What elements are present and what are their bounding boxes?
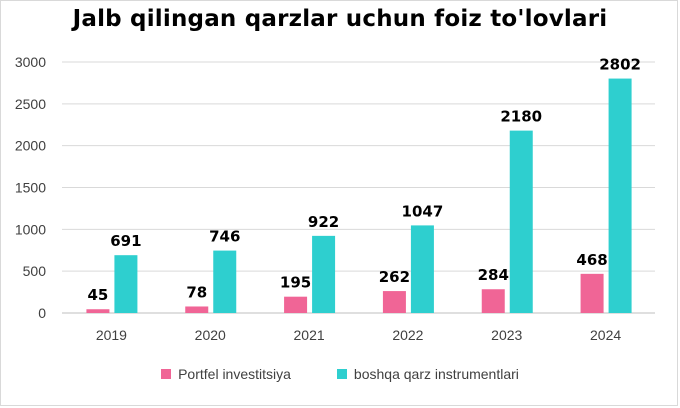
data-label: 78 [186, 283, 207, 301]
data-label: 691 [110, 232, 141, 250]
data-label: 2802 [599, 56, 641, 74]
legend: Portfel investitsiya boshqa qarz instrum… [0, 366, 680, 382]
data-label: 468 [576, 251, 607, 269]
bar-portfel-2023 [481, 289, 505, 313]
y-tick-label: 1500 [15, 180, 46, 196]
bar-boshqa-2024 [608, 78, 632, 313]
x-tick-label: 2020 [195, 327, 226, 343]
y-tick-label: 0 [38, 305, 46, 321]
y-tick-label: 3000 [15, 54, 46, 70]
bar-boshqa-2022 [410, 225, 434, 313]
bar-portfel-2022 [382, 291, 406, 313]
y-tick-label: 500 [23, 263, 47, 279]
bar-portfel-2024 [580, 273, 604, 313]
bar-portfel-2019 [86, 309, 110, 313]
x-tick-label: 2023 [491, 327, 522, 343]
data-label: 1047 [402, 202, 444, 220]
bar-boshqa-2019 [114, 255, 138, 313]
x-tick-label: 2022 [392, 327, 423, 343]
y-tick-label: 2500 [15, 96, 46, 112]
legend-label-boshqa: boshqa qarz instrumentlari [353, 366, 519, 382]
data-label: 45 [87, 286, 108, 304]
x-tick-label: 2024 [590, 327, 621, 343]
legend-item-boshqa: boshqa qarz instrumentlari [336, 366, 519, 382]
data-label: 262 [379, 268, 410, 286]
y-tick-label: 2000 [15, 138, 46, 154]
data-label: 746 [209, 228, 240, 246]
bar-boshqa-2023 [509, 130, 533, 313]
chart-title: Jalb qilingan qarzlar uchun foiz to'lovl… [72, 6, 608, 32]
y-tick-label: 1000 [15, 221, 46, 237]
data-label: 284 [478, 266, 509, 284]
legend-swatch-portfel [161, 369, 172, 379]
data-label: 922 [308, 213, 339, 231]
data-label: 195 [280, 274, 311, 292]
legend-item-portfel: Portfel investitsiya [161, 366, 291, 382]
bar-boshqa-2020 [213, 250, 237, 313]
legend-label-portfel: Portfel investitsiya [178, 366, 291, 382]
legend-swatch-boshqa [336, 369, 347, 379]
data-label: 2180 [500, 108, 542, 126]
bar-portfel-2020 [185, 306, 209, 313]
x-tick-label: 2019 [96, 327, 127, 343]
bar-boshqa-2021 [312, 235, 336, 313]
x-tick-label: 2021 [294, 327, 325, 343]
bar-portfel-2021 [284, 296, 308, 313]
